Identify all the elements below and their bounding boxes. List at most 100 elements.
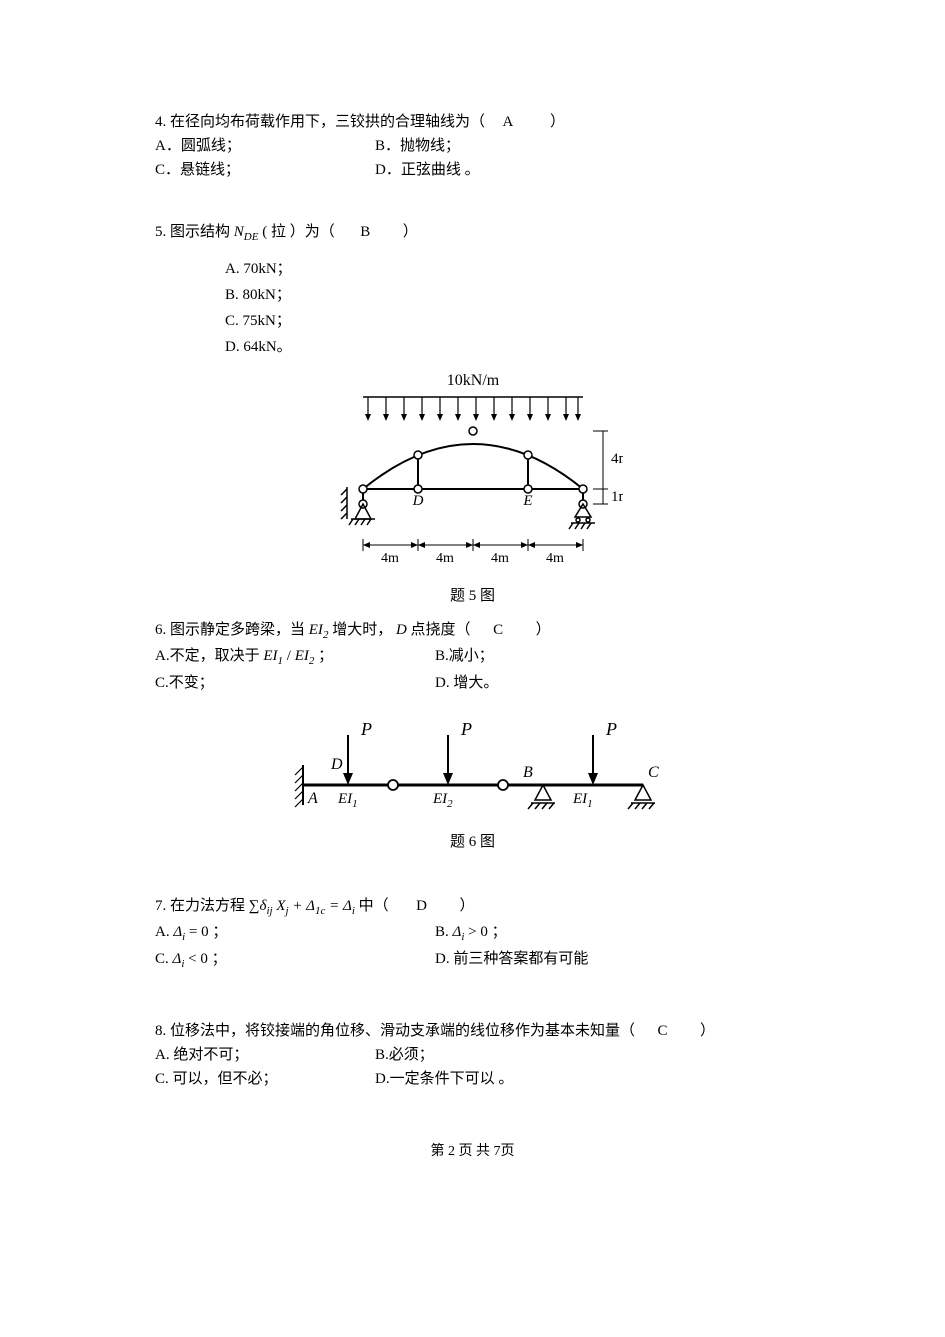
q4-stem-post: ） (550, 114, 565, 130)
q5-load-label: 10kN/m (446, 372, 499, 389)
q7-opt-b: B. Δi > 0 ； (435, 920, 615, 947)
q5-h1: 1m (611, 489, 623, 505)
q5-svg: 10kN/m (323, 369, 623, 579)
q7-stem: 7. 在力法方程 ∑δij Xj + Δ1c = Δi 中（ D ） (155, 894, 790, 921)
q6-P1: P (360, 719, 372, 739)
q5-h4: 4m (611, 451, 623, 467)
question-4: 4. 在径向均布荷载作用下，三铰拱的合理轴线为（ A ） A．圆弧线； B．抛物… (155, 110, 790, 182)
q7-stem-post: ） (459, 898, 474, 914)
page-footer: 第 2 页 共 7页 (155, 1141, 790, 1163)
q5-caption: 题 5 图 (155, 584, 790, 608)
q4-options-row1: A．圆弧线； B．抛物线； (155, 134, 790, 158)
q5-w3: 4m (491, 551, 509, 566)
q6-a-slash: / (287, 648, 291, 664)
q5-opt-b: B. 80kN； (225, 283, 790, 307)
q6-a-ei2: EI (295, 648, 309, 664)
q6-opt-c: C.不变； (155, 671, 395, 695)
q8-stem: 8. 位移法中，将铰接端的角位移、滑动支承端的线位移作为基本未知量（ C ） (155, 1019, 790, 1043)
q8-options-row2: C. 可以，但不必； D.一定条件下可以 。 (155, 1067, 790, 1091)
q5-stem: 5. 图示结构 NDE ( 拉 ）为（ B ） (155, 220, 790, 247)
q5-w2: 4m (436, 551, 454, 566)
q5-stem-post: ） (403, 224, 418, 240)
q6-lblD: D (330, 756, 343, 773)
q8-opt-b: B.必须； (375, 1043, 555, 1067)
q6-D: D (396, 622, 407, 638)
q7-eq: ∑δij Xj + Δ1c = Δi (249, 898, 359, 914)
q7-plus: + Δ (292, 898, 315, 914)
q6-caption: 题 6 图 (155, 830, 790, 854)
q7-stem-pre: 7. 在力法方程 (155, 898, 245, 914)
q7-c-pre: C. (155, 951, 173, 967)
q6-lblA: A (307, 790, 318, 807)
q8-stem-post: ） (700, 1023, 715, 1039)
footer-pre: 第 (431, 1144, 449, 1159)
q8-answer: C (658, 1023, 668, 1039)
q6-options-row2: C.不变； D. 增大。 (155, 671, 790, 695)
q6-stem-pre: 6. 图示静定多跨梁，当 (155, 622, 305, 638)
q7-eqsign: = Δ (329, 898, 352, 914)
q5-sub: DE (244, 231, 259, 243)
q7-opt-d: D. 前三种答案都有可能 (435, 947, 615, 974)
q5-opt-d: D. 64kN。 (225, 335, 790, 359)
q8-opt-c: C. 可以，但不必； (155, 1067, 335, 1091)
q4-opt-c: C．悬链线； (155, 158, 335, 182)
q6-a-s1: 1 (278, 655, 284, 667)
q8-opt-d: D.一定条件下可以 。 (375, 1067, 555, 1091)
q6-P3: P (605, 719, 617, 739)
question-8: 8. 位移法中，将铰接端的角位移、滑动支承端的线位移作为基本未知量（ C ） A… (155, 1019, 790, 1091)
q7-b-s: i (461, 931, 464, 943)
q5-figure: 10kN/m (155, 369, 790, 579)
q6-lblB: B (523, 764, 533, 781)
q6-stem-mid2: 点挠度（ (411, 622, 471, 638)
q7-c-post: < 0 ； (188, 951, 226, 967)
question-6: 6. 图示静定多跨梁，当 EI2 增大时， D 点挠度（ C ） A.不定，取决… (155, 618, 790, 854)
q6-stem-mid: 增大时， (332, 622, 392, 638)
q4-stem: 4. 在径向均布荷载作用下，三铰拱的合理轴线为（ A ） (155, 110, 790, 134)
q6-EI1b: EI1 (572, 791, 593, 810)
q7-options-row2: C. Δi < 0 ； D. 前三种答案都有可能 (155, 947, 790, 974)
q6-figure: P P P D A B C EI1 EI2 EI1 (155, 705, 790, 825)
q4-opt-b: B．抛物线； (375, 134, 555, 158)
q6-lblC: C (648, 764, 659, 781)
q7-b-post: > 0 ； (468, 924, 506, 940)
q6-svg: P P P D A B C EI1 EI2 EI1 (273, 705, 673, 825)
q5-answer: B (360, 224, 370, 240)
q5-opt-c: C. 75kN； (225, 309, 790, 333)
q4-opt-a: A．圆弧线； (155, 134, 335, 158)
q7-options-row1: A. Δi = 0 ； B. Δi > 0 ； (155, 920, 790, 947)
q7-a-s: i (182, 931, 185, 943)
q5-var: N (234, 224, 244, 240)
q6-a-s2: 2 (309, 655, 315, 667)
q4-answer: A (503, 114, 513, 130)
q6-opt-d: D. 增大。 (435, 671, 615, 695)
footer-tot: 7 (494, 1144, 501, 1159)
q7-sub4: i (352, 905, 355, 917)
q5-opt-a: A. 70kN； (225, 257, 790, 281)
q7-sigma: ∑δ (249, 898, 267, 914)
q6-stem-post: ） (536, 622, 551, 638)
q4-options-row2: C．悬链线； D．正弦曲线 。 (155, 158, 790, 182)
q7-a-pre: A. (155, 924, 173, 940)
footer-post: 页 (501, 1144, 515, 1159)
q8-opt-a: A. 绝对不可； (155, 1043, 335, 1067)
q7-b-pre: B. (435, 924, 453, 940)
q5-w4: 4m (546, 551, 564, 566)
q5-options: A. 70kN； B. 80kN； C. 75kN； D. 64kN。 (225, 257, 790, 359)
q5-w1: 4m (381, 551, 399, 566)
q6-P2: P (460, 719, 472, 739)
q5-stem-pre: 5. 图示结构 (155, 224, 230, 240)
q7-stem-mid: 中（ (359, 898, 389, 914)
q8-stem-pre: 8. 位移法中，将铰接端的角位移、滑动支承端的线位移作为基本未知量（ (155, 1023, 635, 1039)
question-5: 5. 图示结构 NDE ( 拉 ）为（ B ） A. 70kN； B. 80kN… (155, 220, 790, 608)
q6-options-row1: A.不定，取决于 EI1 / EI2 ； B.减小； (155, 644, 790, 671)
q7-c-s: i (181, 958, 184, 970)
q6-sub2: 2 (323, 629, 329, 641)
q5-D: D (411, 493, 423, 509)
q7-a-post: = 0 ； (189, 924, 227, 940)
q7-b-d: Δ (453, 924, 462, 940)
q6-a-ei1: EI (263, 648, 277, 664)
q6-stem: 6. 图示静定多跨梁，当 EI2 增大时， D 点挠度（ C ） (155, 618, 790, 645)
q7-opt-c: C. Δi < 0 ； (155, 947, 395, 974)
q6-answer: C (493, 622, 503, 638)
q7-answer: D (416, 898, 427, 914)
